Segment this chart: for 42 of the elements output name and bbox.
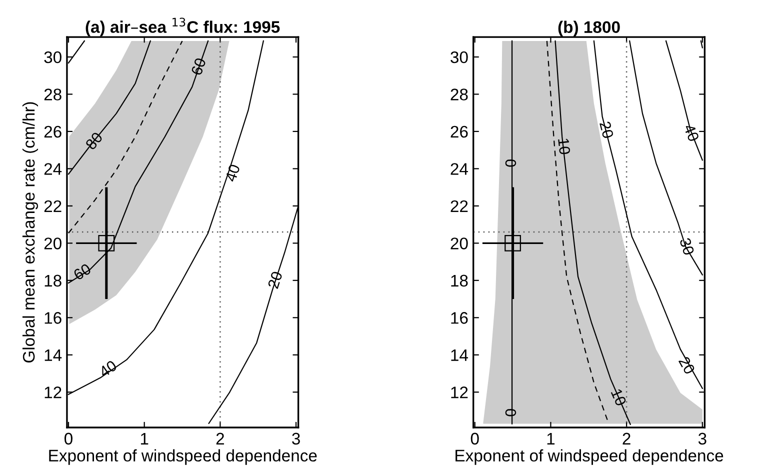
- annotation: 20: [599, 121, 614, 139]
- y-tick-label: 20: [44, 238, 62, 250]
- y-tick-label: 30: [450, 51, 468, 64]
- y-tick-label: 18: [451, 274, 468, 287]
- chart-title: (b) 1800: [558, 20, 620, 36]
- annotation: 20: [268, 270, 283, 290]
- y-tick-label: 22: [450, 200, 468, 212]
- x-tick-label: 1: [547, 432, 555, 444]
- y-tick-label: 26: [44, 126, 62, 138]
- y-tick-label: 24: [450, 163, 468, 175]
- y-tick-label: 16: [44, 312, 62, 324]
- y-tick-label: 22: [44, 200, 62, 212]
- y-tick-label: 30: [44, 51, 62, 64]
- x-tick-label: 2: [216, 432, 224, 444]
- annotation: 30: [679, 237, 695, 256]
- annotation: 10: [610, 388, 627, 407]
- annotation: 40: [683, 123, 700, 142]
- x-axis-title: Exponent of windspeed dependence: [456, 449, 724, 465]
- x-tick-label: 3: [292, 432, 300, 445]
- y-tick-label: 26: [450, 126, 468, 138]
- y-axis-title: Global mean exchange rate (cm/hr): [22, 102, 38, 363]
- y-tick-label: 20: [450, 238, 468, 250]
- y-tick-label: 12: [44, 386, 62, 398]
- annotation: 10: [558, 138, 570, 155]
- chart-title: (a) air–sea $^{13}$C flux: 1995: [86, 18, 280, 36]
- x-tick-label: 0: [470, 432, 479, 445]
- y-tick-label: 12: [451, 386, 468, 398]
- x-tick-label: 0: [64, 432, 72, 445]
- annotation: 60: [190, 57, 206, 76]
- annotation: 40: [98, 360, 118, 378]
- y-tick-label: 14: [44, 349, 62, 361]
- x-tick-label: 1: [140, 432, 148, 444]
- y-tick-label: 18: [44, 274, 62, 287]
- y-tick-label: 24: [44, 163, 62, 175]
- x-tick-label: 3: [698, 432, 706, 445]
- y-tick-label: 28: [450, 88, 468, 100]
- y-tick-label: 28: [44, 88, 62, 100]
- x-tick-label: 2: [622, 432, 630, 444]
- y-tick-label: 16: [451, 312, 468, 324]
- x-axis-title: Exponent of windspeed dependence: [49, 449, 317, 465]
- y-tick-label: 14: [451, 349, 468, 361]
- annotation: 20: [678, 356, 696, 375]
